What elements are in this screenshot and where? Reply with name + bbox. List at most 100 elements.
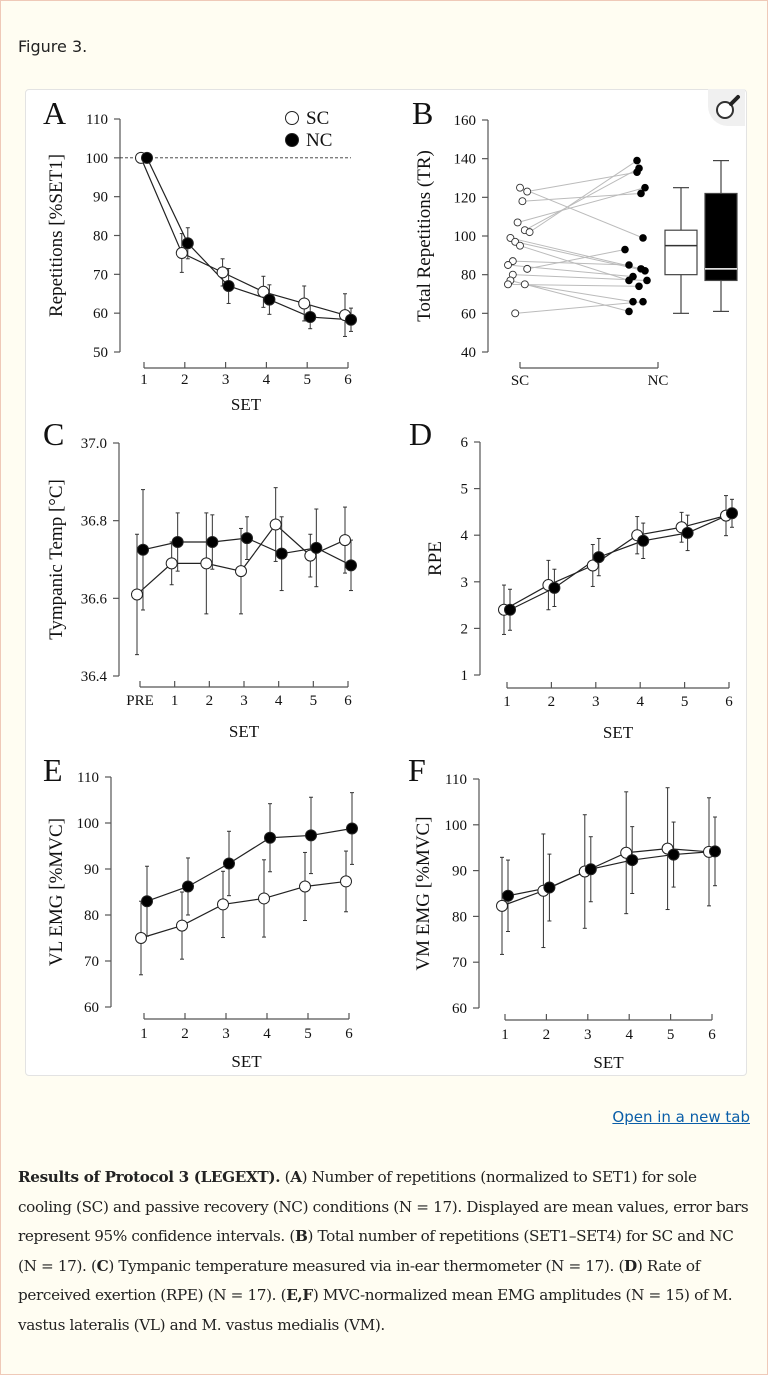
data-point-sc — [175, 246, 188, 259]
y-tick-label: 110 — [86, 112, 108, 128]
data-point-nc — [345, 559, 357, 572]
y-tick-label: 37.0 — [81, 436, 107, 452]
y-tick-label: 120 — [454, 190, 477, 206]
panel-label-d: D — [409, 416, 432, 452]
series-line-nc — [509, 512, 733, 611]
data-point-nc — [543, 881, 556, 894]
x-tick-label: 5 — [303, 372, 311, 388]
data-point-nc — [639, 297, 647, 306]
x-tick-label: NC — [648, 373, 669, 389]
x-tick-label: 1 — [171, 693, 179, 709]
box-sc — [664, 229, 698, 276]
x-tick-label: 3 — [222, 372, 230, 388]
x-tick-label: PRE — [126, 693, 154, 709]
caption-segment: ( — [280, 1168, 291, 1186]
pair-line — [529, 160, 638, 233]
data-point-nc — [709, 845, 721, 858]
caption-segment: ) Number of repetitions (normalized to S… — [18, 1168, 749, 1245]
x-tick-label: 3 — [222, 1026, 230, 1042]
y-tick-label: 80 — [84, 908, 99, 924]
data-point-nc — [625, 261, 633, 269]
data-point-sc — [504, 261, 512, 269]
caption-segment: ) Rate of perceived exertion (RPE) (N = … — [18, 1256, 700, 1305]
data-point-nc — [304, 311, 317, 324]
legend-label-nc: NC — [306, 130, 332, 151]
data-point-nc — [141, 895, 153, 908]
open-in-new-tab-link[interactable]: Open in a new tab — [612, 1108, 750, 1126]
y-tick-label: 36.8 — [81, 514, 107, 530]
x-tick-label: SC — [511, 373, 529, 389]
panel-label-f: F — [408, 752, 426, 788]
caption-segment: Results of Protocol 3 (LEGEXT). — [18, 1168, 281, 1186]
x-axis-label: SET — [603, 723, 634, 742]
y-tick-label: 80 — [93, 229, 108, 245]
y-tick-label: 2 — [461, 621, 469, 637]
figure-title: Figure 3. — [18, 37, 88, 56]
y-axis-label: VM EMG [%MVC] — [413, 816, 434, 970]
caption-segment: ) Tympanic temperature measured via in-e… — [108, 1256, 625, 1275]
x-tick-label: 5 — [304, 1026, 312, 1042]
data-point-sc — [516, 183, 524, 192]
data-point-nc — [264, 831, 276, 844]
y-tick-label: 1 — [461, 668, 469, 684]
y-tick-label: 100 — [454, 229, 477, 245]
caption-segment: E,F — [286, 1286, 313, 1304]
y-tick-label: 100 — [445, 818, 468, 834]
data-point-nc — [141, 151, 153, 164]
y-tick-label: 70 — [452, 955, 467, 971]
caption-segment: C — [96, 1256, 109, 1275]
pair-line — [527, 171, 638, 193]
x-tick-label: 4 — [275, 693, 283, 709]
data-point-sc — [339, 534, 351, 547]
data-point-nc — [637, 534, 650, 547]
y-tick-label: 3 — [461, 575, 469, 591]
data-point-sc — [586, 559, 599, 572]
series-line-sc — [140, 880, 347, 939]
x-tick-label: 4 — [625, 1027, 633, 1043]
y-axis-label: Tympanic Temp [°C] — [46, 479, 67, 640]
data-point-nc — [625, 276, 633, 285]
x-tick-label: 1 — [140, 372, 148, 388]
data-point-sc — [496, 899, 508, 912]
data-point-nc — [639, 234, 647, 242]
data-point-nc — [625, 307, 633, 316]
series-line-sc — [503, 515, 727, 611]
legend-label-sc: SC — [306, 108, 329, 129]
data-point-nc — [635, 282, 643, 291]
data-point-sc — [165, 557, 178, 570]
data-point-sc — [511, 309, 520, 318]
data-point-sc — [135, 932, 147, 944]
y-tick-label: 60 — [461, 306, 476, 322]
pair-line — [512, 274, 648, 281]
y-tick-label: 60 — [452, 1001, 467, 1017]
data-point-nc — [502, 889, 514, 902]
y-tick-label: 50 — [93, 345, 108, 361]
x-tick-label: 2 — [543, 1027, 551, 1043]
data-point-nc — [305, 829, 317, 842]
x-tick-label: 2 — [548, 694, 556, 710]
y-tick-label: 70 — [84, 954, 99, 970]
data-point-nc — [637, 189, 645, 198]
legend-marker-nc — [285, 133, 299, 147]
data-point-sc — [216, 266, 229, 279]
data-point-sc — [258, 892, 270, 905]
pair-line — [512, 260, 630, 266]
y-tick-label: 80 — [461, 268, 476, 284]
x-tick-label: 6 — [345, 1026, 353, 1042]
x-axis-label: SET — [593, 1053, 624, 1072]
panel-label-c: C — [43, 416, 64, 452]
x-tick-label: 1 — [501, 1027, 509, 1043]
data-point-nc — [346, 822, 358, 835]
x-tick-label: 4 — [263, 372, 271, 388]
y-tick-label: 160 — [454, 113, 477, 129]
y-tick-label: 70 — [93, 267, 108, 283]
data-point-sc — [525, 228, 534, 237]
zoom-button[interactable] — [708, 89, 745, 126]
data-point-nc — [171, 536, 184, 549]
y-axis-label: VL EMG [%MVC] — [46, 818, 67, 966]
y-tick-label: 90 — [452, 864, 467, 880]
figure-charts: A 50 60 70 80 90 100 110 Repetitions [%SET1] 1 2 3 4… — [43, 95, 738, 1072]
x-tick-label: 5 — [681, 694, 689, 710]
pair-line — [515, 241, 646, 272]
data-point-nc — [181, 237, 194, 250]
